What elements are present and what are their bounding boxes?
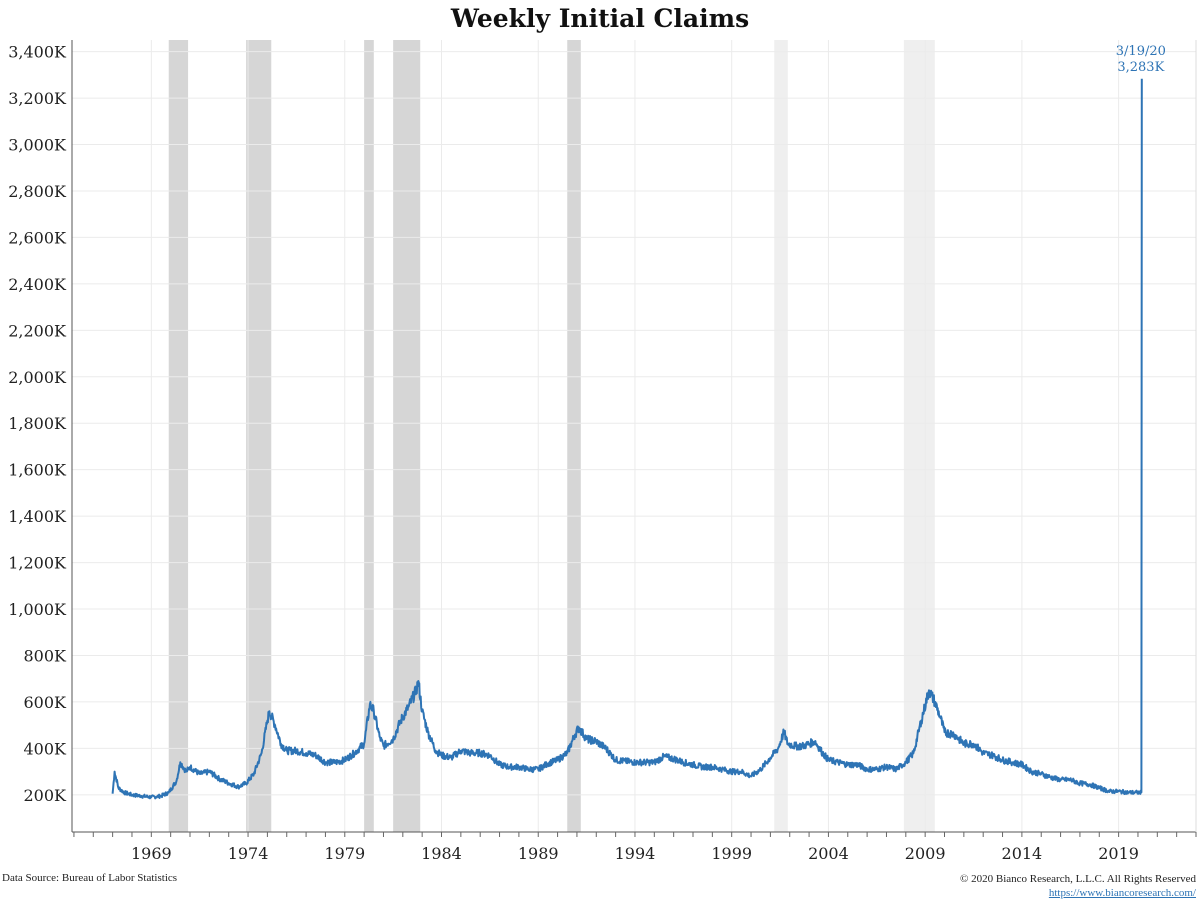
y-tick-label: 3,200K [8, 89, 67, 108]
y-tick-label: 800K [24, 646, 68, 665]
copyright: © 2020 Bianco Research, L.L.C. All Right… [960, 873, 1196, 885]
x-tick-label: 1989 [518, 844, 559, 863]
y-tick-label: 2,800K [8, 182, 67, 201]
x-tick-label: 1994 [615, 844, 656, 863]
x-tick-label: 1969 [131, 844, 172, 863]
recession-band [246, 40, 272, 832]
website-link[interactable]: https://www.biancoresearch.com/ [1048, 887, 1196, 899]
axes [71, 40, 1197, 837]
y-tick-label: 2,400K [8, 275, 67, 294]
tick-labels: 200K 400K 600K 800K 1,000K 1,200K 1,400K 1,600K… [8, 43, 1139, 863]
footer-right: © 2020 Bianco Research, L.L.C. All Right… [960, 872, 1196, 900]
y-tick-label: 2,000K [8, 368, 67, 387]
y-tick-label: 600K [24, 693, 68, 712]
x-tick-label: 1984 [421, 844, 462, 863]
x-tick-label: 1974 [228, 844, 269, 863]
recession-bands [168, 40, 935, 832]
x-tick-label: 1999 [711, 844, 752, 863]
recession-band [393, 40, 421, 832]
recession-band [903, 40, 935, 832]
data-source: Data Source: Bureau of Labor Statistics [2, 872, 178, 884]
x-tick-label: 2014 [1002, 844, 1043, 863]
annotation-value: 3,283K [1117, 60, 1164, 75]
series-layer [111, 78, 1143, 800]
y-tick-label: 3,400K [8, 43, 67, 62]
grid-lines [72, 40, 1196, 832]
y-tick-label: 200K [24, 786, 68, 805]
recession-band [567, 40, 581, 832]
y-tick-label: 3,000K [8, 136, 67, 155]
x-tick-label: 2009 [905, 844, 946, 863]
recession-band [168, 40, 189, 832]
y-tick-label: 400K [24, 739, 68, 758]
y-tick-label: 1,600K [8, 461, 67, 480]
series-line [111, 78, 1143, 800]
x-tick-label: 1979 [324, 844, 365, 863]
y-tick-label: 2,200K [8, 321, 67, 340]
x-tick-label: 2019 [1098, 844, 1139, 863]
y-tick-label: 1,000K [8, 600, 67, 619]
y-tick-label: 1,200K [8, 554, 67, 573]
y-tick-label: 1,400K [8, 507, 67, 526]
x-tick-label: 2004 [808, 844, 849, 863]
recession-band [774, 40, 788, 832]
chart-title: Weekly Initial Claims [450, 4, 750, 33]
y-tick-label: 1,800K [8, 414, 67, 433]
y-tick-label: 2,600K [8, 228, 67, 247]
annotation-date: 3/19/20 [1116, 44, 1166, 59]
recession-band [364, 40, 374, 832]
annotation-layer: 3/19/203,283K [1116, 44, 1166, 75]
